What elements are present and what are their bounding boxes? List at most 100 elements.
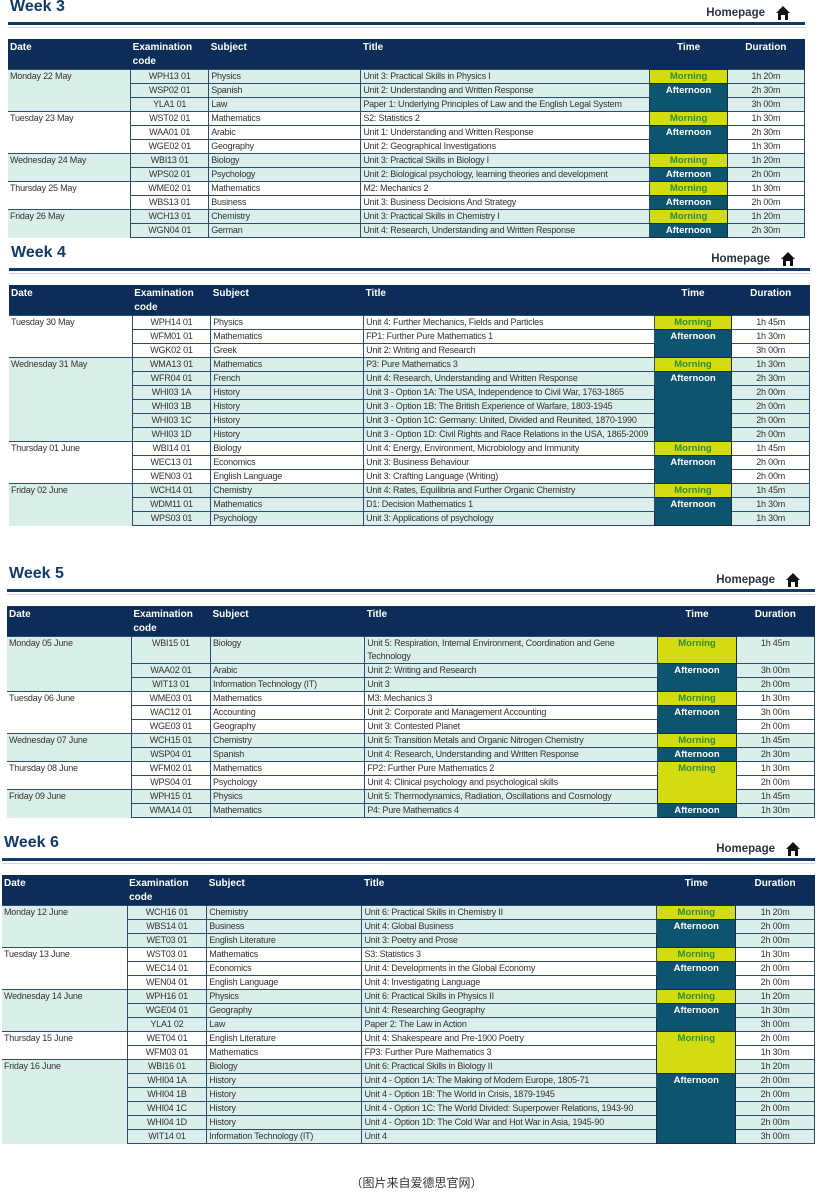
- exam-subject: History: [210, 427, 365, 442]
- column-header-time: Time: [656, 875, 736, 906]
- exam-code: WSP02 01: [130, 83, 210, 98]
- exam-timetable: Date Examination code Subject Title Time Dura…: [2, 875, 815, 1144]
- table-row: WSP04 01 Spanish Unit 4: Research, Underst…: [7, 747, 816, 762]
- session-morning: Morning: [657, 636, 737, 664]
- exam-title: Unit 4: Research, Understanding and Writ…: [364, 747, 659, 762]
- session-afternoon: Afternoon: [649, 125, 728, 154]
- exam-code: WCH15 01: [130, 733, 211, 748]
- exam-code: YLA1 01: [130, 97, 210, 112]
- exam-title: Unit 4: Further Mechanics, Fields and Pa…: [363, 315, 655, 330]
- exam-subject: Mathematics: [208, 111, 362, 126]
- column-header-title: Title: [364, 606, 658, 637]
- exam-title: FP2: Further Pure Mathematics 2: [364, 761, 659, 776]
- table-row: WET03 01 English Literature Unit 3: Poetry…: [2, 933, 815, 948]
- exam-duration: 2h 00m: [731, 413, 810, 428]
- exam-subject: Biology: [210, 441, 365, 456]
- exam-duration: 2h 30m: [731, 371, 810, 386]
- table-row: Friday 16 June WBI16 01 Biology Unit 6: Pra…: [2, 1059, 815, 1144]
- table-row: Friday 26 May WCH13 01 Chemistry Unit 3: Pr…: [8, 209, 806, 238]
- exam-title: Paper 1: Underlying Principles of Law an…: [360, 97, 651, 112]
- exam-duration: 2h 30m: [726, 223, 806, 238]
- table-row: WHI03 1C History Unit 3 - Option 1C: Germa…: [9, 413, 810, 428]
- table-row: Thursday 15 June WET04 01 English Literatu…: [2, 1031, 815, 1074]
- exam-code: WPH15 01: [130, 789, 211, 804]
- exam-title: Paper 2: The Law in Action: [361, 1017, 658, 1032]
- exam-duration: 1h 30m: [735, 803, 816, 818]
- exam-subject: Information Technology (IT): [206, 1129, 363, 1144]
- column-header-date: Date: [2, 875, 128, 906]
- exam-duration: 2h 00m: [735, 919, 815, 934]
- table-row: WEC14 01 Economics Unit 4: Developments in…: [2, 961, 815, 990]
- exam-code: WPH14 01: [131, 315, 212, 330]
- column-header-code: Examination code: [127, 875, 207, 906]
- exam-title: FP3: Further Pure Mathematics 3: [361, 1045, 658, 1060]
- home-icon[interactable]: [785, 572, 801, 588]
- table-row: YLA1 01 Law Paper 1: Underlying Principles…: [8, 97, 806, 112]
- week-title: Week 4: [11, 244, 66, 261]
- exam-title: Unit 4: Research, Understanding and Writ…: [363, 371, 655, 386]
- column-header-code: Examination code: [132, 285, 211, 316]
- exam-subject: Geography: [206, 1003, 363, 1018]
- exam-subject: Mathematics: [206, 1045, 363, 1060]
- exam-subject: Geography: [208, 139, 362, 154]
- exam-title: Unit 4 - Option 1C: The World Divided: S…: [361, 1101, 658, 1116]
- exam-duration: 2h 00m: [726, 167, 806, 182]
- exam-subject: English Language: [206, 975, 363, 990]
- column-header-date: Date: [9, 285, 133, 316]
- header-row: Date Examination code Subject Title Time Dura…: [9, 285, 810, 316]
- column-header-subject: Subject: [210, 285, 364, 316]
- exam-code: WBI16 01: [126, 1059, 208, 1074]
- homepage-link[interactable]: Homepage: [716, 841, 801, 857]
- exam-subject: Mathematics: [210, 329, 365, 344]
- exam-date: Monday 05 June: [7, 636, 132, 692]
- exam-code: WAA01 01: [130, 125, 210, 140]
- exam-code: WHI03 1D: [131, 427, 212, 442]
- session-morning: Morning: [653, 357, 733, 372]
- exam-timetable: Date Examination code Subject Title Time Dura…: [7, 606, 816, 818]
- exam-title: Unit 3: Crafting Language (Writing): [363, 469, 655, 484]
- exam-title: Unit 3: Business Behaviour: [363, 455, 655, 470]
- exam-date: Friday 09 June: [7, 789, 132, 818]
- exam-duration: 3h 00m: [726, 97, 806, 112]
- homepage-link[interactable]: Homepage: [716, 572, 801, 588]
- exam-date: Thursday 15 June: [2, 1031, 128, 1060]
- exam-code: WPS04 01: [130, 775, 211, 790]
- week-section: Week 3 Homepage Date Examination code Subjec…: [8, 0, 806, 238]
- homepage-link[interactable]: Homepage: [711, 251, 796, 267]
- exam-subject: Business: [208, 195, 362, 210]
- exam-subject: Spanish: [209, 747, 366, 762]
- session-morning: Morning: [657, 761, 737, 804]
- column-header-subject: Subject: [206, 875, 362, 906]
- exam-duration: 1h 45m: [735, 636, 816, 664]
- exam-duration: 1h 20m: [726, 153, 806, 168]
- exam-code: WPH13 01: [130, 69, 210, 84]
- exam-duration: 1h 30m: [726, 139, 806, 154]
- exam-code: WPS03 01: [131, 511, 212, 526]
- home-icon[interactable]: [780, 251, 796, 267]
- exam-subject: Chemistry: [206, 905, 363, 920]
- table-row: Wednesday 24 May WBI13 01 Biology Unit 3: P…: [8, 153, 806, 182]
- exam-title: Unit 2: Writing and Research: [363, 343, 655, 358]
- table-row: Thursday 01 June WBI14 01 Biology Unit 4: E…: [9, 441, 810, 484]
- home-icon[interactable]: [775, 5, 791, 21]
- exam-duration: 1h 30m: [726, 111, 806, 126]
- table-row: Wednesday 07 June WCH15 01 Chemistry Unit 5…: [7, 733, 816, 762]
- exam-duration: 2h 00m: [735, 933, 815, 948]
- exam-code: WCH16 01: [126, 905, 208, 920]
- column-header-time: Time: [649, 39, 728, 70]
- exam-code: WHI04 1D: [126, 1115, 208, 1130]
- home-icon[interactable]: [785, 841, 801, 857]
- exam-code: WHI03 1B: [131, 399, 212, 414]
- column-header-title: Title: [363, 285, 655, 316]
- exam-subject: English Literature: [206, 933, 363, 948]
- header-row: Date Examination code Subject Title Time Dura…: [8, 39, 805, 70]
- homepage-link[interactable]: Homepage: [706, 5, 791, 21]
- exam-code: WGE04 01: [126, 1003, 208, 1018]
- exam-title: Unit 3 - Option 1D: Civil Rights and Rac…: [363, 427, 655, 442]
- exam-duration: 1h 30m: [735, 1003, 815, 1018]
- exam-date: Wednesday 07 June: [7, 733, 132, 762]
- exam-title: D1: Decision Mathematics 1: [363, 497, 655, 512]
- session-afternoon: Afternoon: [653, 497, 733, 526]
- exam-code: WDM11 01: [131, 497, 212, 512]
- exam-title: Unit 3: [364, 677, 659, 692]
